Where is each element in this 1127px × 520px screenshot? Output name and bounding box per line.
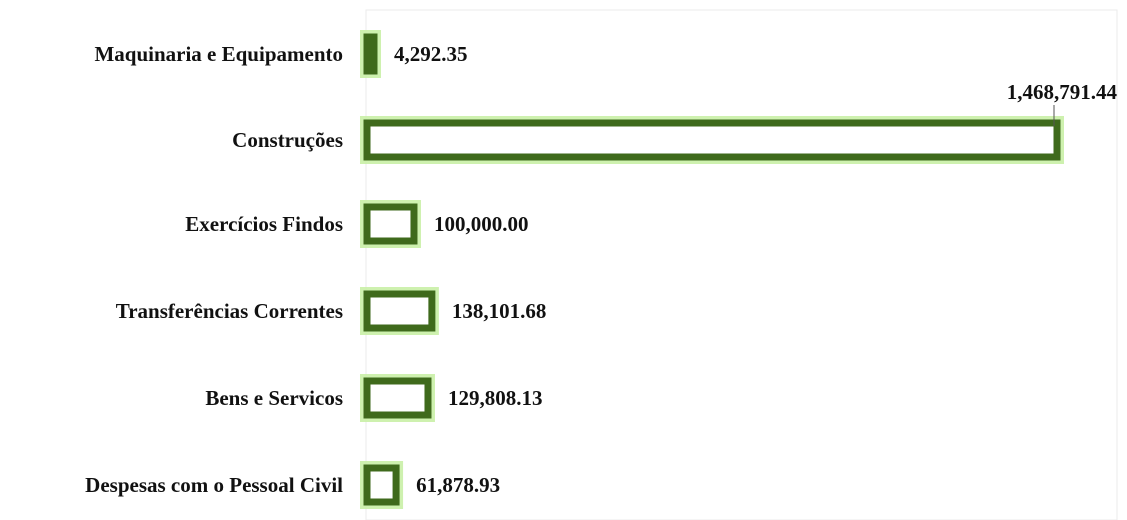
category-label: Construções bbox=[232, 128, 343, 152]
category-label: Transferências Correntes bbox=[116, 299, 343, 323]
value-label: 100,000.00 bbox=[434, 212, 529, 236]
bar bbox=[363, 33, 378, 75]
value-label: 129,808.13 bbox=[448, 386, 543, 410]
value-label: 138,101.68 bbox=[452, 299, 547, 323]
bar bbox=[363, 203, 418, 245]
value-label: 4,292.35 bbox=[394, 42, 468, 66]
bar bbox=[363, 377, 432, 419]
bar bbox=[363, 290, 436, 332]
category-label: Despesas com o Pessoal Civil bbox=[85, 473, 343, 497]
category-label: Exercícios Findos bbox=[185, 212, 343, 236]
bar bbox=[363, 464, 400, 506]
value-label: 61,878.93 bbox=[416, 473, 500, 497]
labels-layer: Maquinaria e Equipamento 4,292.35 Construç… bbox=[85, 42, 1117, 497]
value-label: 1,468,791.44 bbox=[1007, 80, 1118, 104]
bar bbox=[363, 119, 1061, 161]
category-label: Maquinaria e Equipamento bbox=[94, 42, 343, 66]
plot-area-frame bbox=[365, 9, 1118, 520]
category-label: Bens e Servicos bbox=[205, 386, 343, 410]
bars-layer bbox=[360, 30, 1064, 509]
